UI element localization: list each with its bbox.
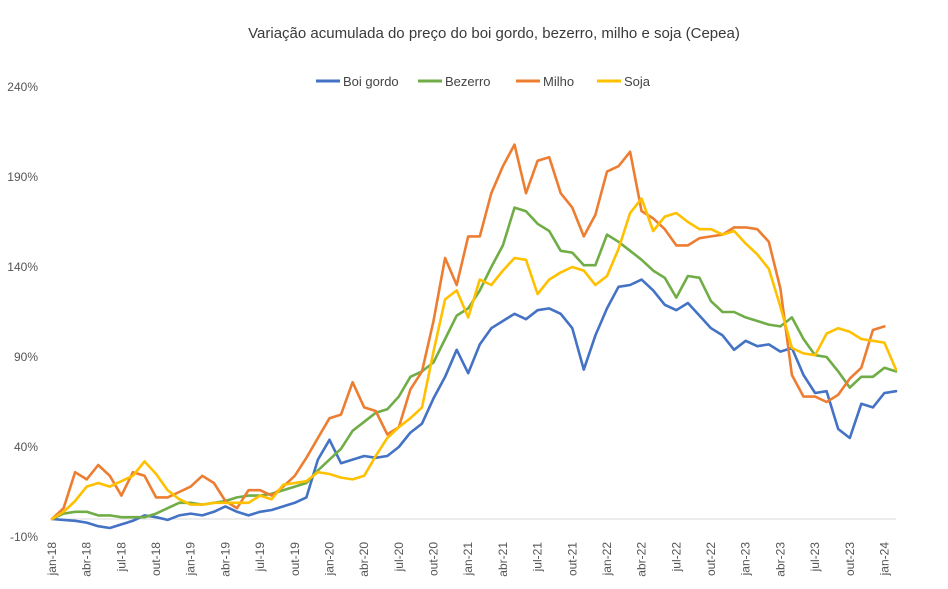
series-lines (50, 143, 898, 530)
series-line-soja (50, 197, 898, 521)
x-tick-label: out-23 (843, 542, 857, 576)
x-tick-label: jan-22 (600, 542, 614, 577)
x-tick-label: jul-23 (808, 542, 822, 573)
legend: Boi gordo Bezerro Milho Soja (316, 74, 651, 89)
legend-label: Soja (624, 74, 651, 89)
series-line-boi-gordo (50, 278, 898, 530)
x-tick-label: out-19 (288, 542, 302, 576)
x-tick-label: abr-21 (496, 542, 510, 577)
x-tick-label: jul-22 (669, 542, 683, 573)
y-tick-label: 140% (7, 260, 38, 274)
x-tick-label: abr-19 (218, 542, 232, 577)
legend-label: Bezerro (445, 74, 491, 89)
x-tick-label: abr-23 (773, 542, 787, 577)
legend-label: Milho (543, 74, 574, 89)
x-tick-label: abr-18 (80, 542, 94, 577)
x-tick-label: abr-20 (357, 542, 371, 577)
x-tick-label: jan-24 (877, 542, 891, 577)
series-line-milho (50, 143, 886, 521)
y-axis-tick-labels: -10% 40% 90% 140% 190% 240% (7, 80, 38, 544)
y-tick-label: 190% (7, 170, 38, 184)
x-tick-label: out-21 (565, 542, 579, 576)
x-axis-tick-labels: jan-18 abr-18 jul-18 out-18 jan-19 abr-19 jul-… (45, 542, 891, 577)
y-tick-label: 40% (14, 440, 38, 454)
x-tick-label: out-20 (427, 542, 441, 576)
x-tick-label: jul-21 (531, 542, 545, 573)
x-tick-label: jan-21 (461, 542, 475, 577)
series-line-bezerro (50, 206, 898, 521)
y-tick-label: 240% (7, 80, 38, 94)
x-tick-label: abr-22 (635, 542, 649, 577)
y-tick-label: 90% (14, 350, 38, 364)
x-tick-label: jan-20 (322, 542, 336, 577)
x-tick-label: out-22 (704, 542, 718, 576)
chart-title: Variação acumulada do preço do boi gordo… (248, 25, 740, 42)
x-tick-label: jan-18 (45, 542, 59, 577)
x-tick-label: out-18 (149, 542, 163, 576)
x-tick-label: jan-23 (739, 542, 753, 577)
x-tick-label: jul-20 (392, 542, 406, 573)
y-tick-label: -10% (10, 530, 38, 544)
legend-label: Boi gordo (343, 74, 399, 89)
x-tick-label: jan-19 (184, 542, 198, 577)
x-tick-label: jul-18 (114, 542, 128, 573)
x-tick-label: jul-19 (253, 542, 267, 573)
